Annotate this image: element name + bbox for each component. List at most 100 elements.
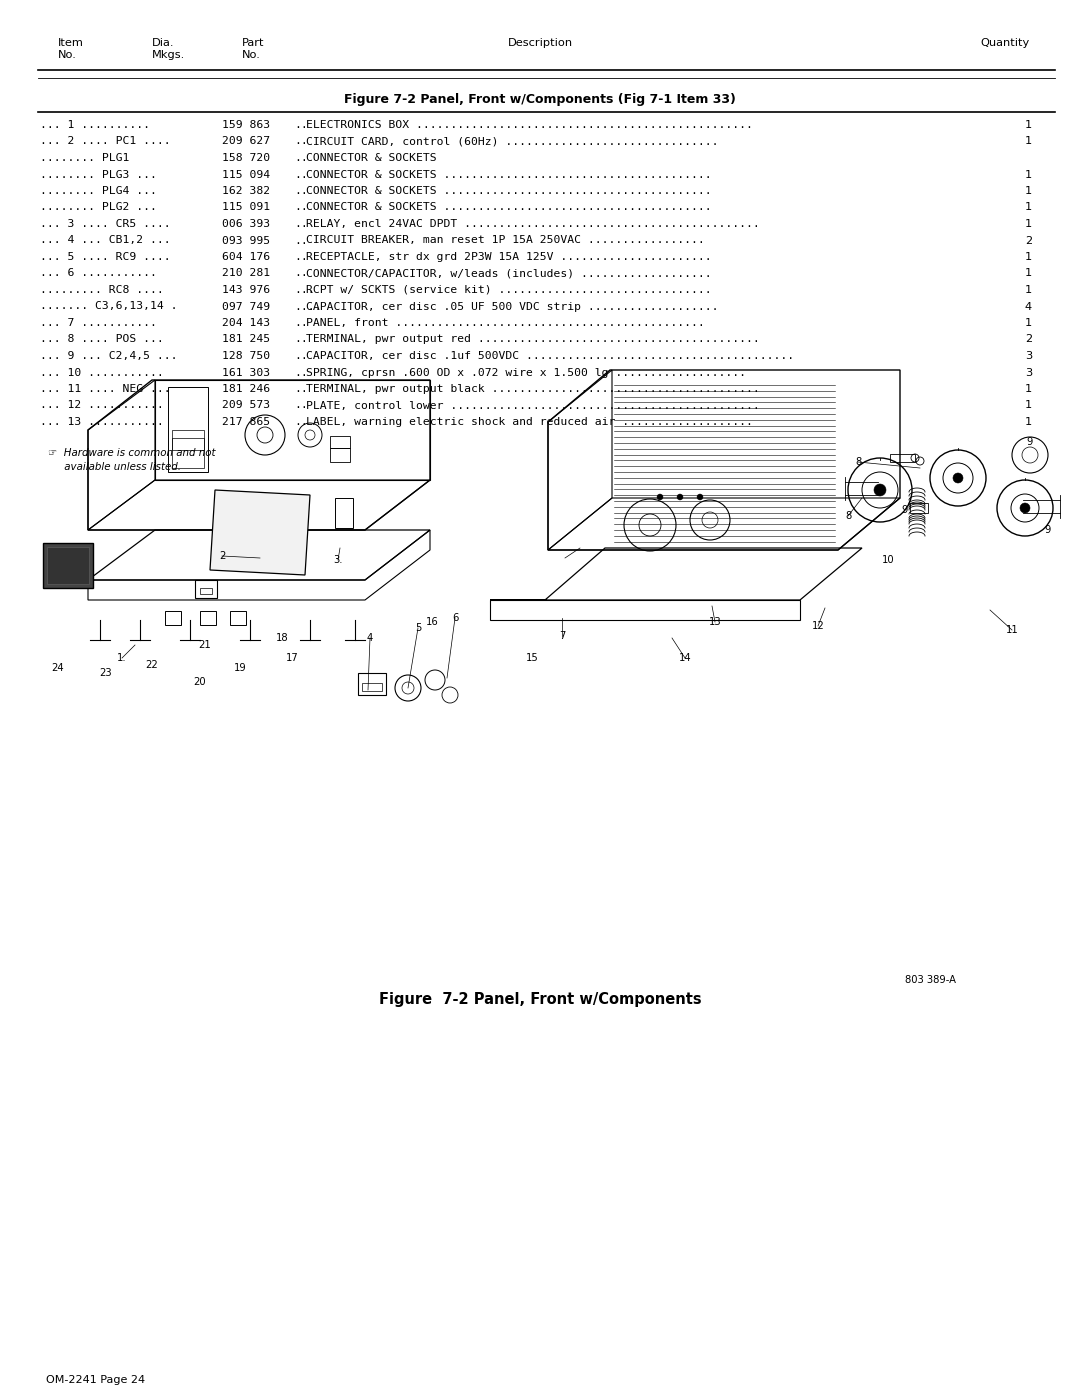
Text: ... 13 ...........: ... 13 ........... [40, 416, 164, 427]
Text: ... 8 .... POS ...: ... 8 .... POS ... [40, 334, 164, 345]
Text: ........ PLG3 ...: ........ PLG3 ... [40, 169, 157, 179]
Text: PANEL, front .............................................: PANEL, front ...........................… [306, 319, 705, 328]
Text: 10: 10 [881, 555, 894, 564]
Bar [172, 439, 204, 468]
Text: 006 393: 006 393 [222, 219, 270, 229]
Text: ... 7 ...........: ... 7 ........... [40, 319, 157, 328]
Text: 209 573: 209 573 [222, 401, 270, 411]
Text: 13: 13 [708, 617, 721, 627]
Text: ..: .. [294, 203, 308, 212]
Text: Item
No.: Item No. [58, 38, 84, 60]
Bar [43, 543, 93, 588]
Text: ..: .. [294, 236, 308, 246]
Text: 17: 17 [285, 652, 298, 664]
Text: ..: .. [294, 251, 308, 263]
Text: ........ PLG4 ...: ........ PLG4 ... [40, 186, 157, 196]
Text: 16: 16 [426, 617, 438, 627]
Text: RELAY, encl 24VAC DPDT ...........................................: RELAY, encl 24VAC DPDT .................… [306, 219, 759, 229]
Text: 12: 12 [812, 622, 824, 631]
Text: 3: 3 [1025, 367, 1032, 377]
Text: CIRCUIT BREAKER, man reset 1P 15A 250VAC .................: CIRCUIT BREAKER, man reset 1P 15A 250VAC… [306, 236, 705, 246]
Text: 1: 1 [1025, 203, 1032, 212]
Text: ..: .. [294, 268, 308, 278]
Text: 8: 8 [855, 457, 861, 467]
Text: ..: .. [294, 319, 308, 328]
Text: 2: 2 [1025, 236, 1032, 246]
Text: 209 627: 209 627 [222, 137, 270, 147]
Text: ........ PLG2 ...: ........ PLG2 ... [40, 203, 157, 212]
Text: ..: .. [294, 384, 308, 394]
Text: Figure 7-2 Panel, Front w/Components (Fig 7-1 Item 33): Figure 7-2 Panel, Front w/Components (Fi… [345, 94, 735, 106]
Text: 604 176: 604 176 [222, 251, 270, 263]
Text: ...: ... [294, 285, 314, 295]
Text: ..: .. [294, 351, 308, 360]
Text: 1: 1 [1025, 137, 1032, 147]
Text: TERMINAL, pwr output black .......................................: TERMINAL, pwr output black .............… [306, 384, 759, 394]
Text: ☞  Hardware is common and not
     available unless listed.: ☞ Hardware is common and not available u… [48, 448, 216, 472]
Text: 143 976: 143 976 [222, 285, 270, 295]
Bar [48, 548, 89, 584]
Text: ... 12 ...........: ... 12 ........... [40, 401, 164, 411]
Bar [357, 673, 386, 694]
Text: CONNECTOR/CAPACITOR, w/leads (includes) ...................: CONNECTOR/CAPACITOR, w/leads (includes) … [306, 268, 712, 278]
Text: Part
No.: Part No. [242, 38, 265, 60]
Text: ... 11 .... NEG ...: ... 11 .... NEG ... [40, 384, 171, 394]
Text: CONNECTOR & SOCKETS: CONNECTOR & SOCKETS [306, 154, 436, 163]
Text: 1: 1 [1025, 186, 1032, 196]
Polygon shape [210, 490, 310, 576]
Text: ..: .. [294, 186, 308, 196]
Text: 4: 4 [1025, 302, 1032, 312]
Text: ..: .. [294, 169, 308, 179]
Text: ........ PLG1: ........ PLG1 [40, 154, 130, 163]
Text: ... 5 .... RC9 ....: ... 5 .... RC9 .... [40, 251, 171, 263]
Text: ..: .. [294, 416, 308, 427]
Text: 1: 1 [1025, 251, 1032, 263]
Circle shape [953, 474, 963, 483]
Text: 2: 2 [1025, 334, 1032, 345]
Text: 6: 6 [451, 613, 458, 623]
Text: 7: 7 [558, 631, 565, 641]
Text: Figure  7-2 Panel, Front w/Components: Figure 7-2 Panel, Front w/Components [379, 992, 701, 1007]
Text: 210 281: 210 281 [222, 268, 270, 278]
Text: 181 245: 181 245 [222, 334, 270, 345]
Text: 115 091: 115 091 [222, 203, 270, 212]
Text: OM-2241 Page 24: OM-2241 Page 24 [46, 1375, 145, 1384]
Text: 204 143: 204 143 [222, 319, 270, 328]
Text: 097 749: 097 749 [222, 302, 270, 312]
Text: ..: .. [294, 334, 308, 345]
Text: 9: 9 [1027, 437, 1034, 447]
Text: 20: 20 [193, 678, 206, 687]
Text: ..: .. [294, 367, 308, 377]
Text: CONNECTOR & SOCKETS .......................................: CONNECTOR & SOCKETS ....................… [306, 169, 712, 179]
Text: RECEPTACLE, str dx grd 2P3W 15A 125V ......................: RECEPTACLE, str dx grd 2P3W 15A 125V ...… [306, 251, 712, 263]
Text: 21: 21 [199, 640, 212, 650]
Bar [330, 436, 350, 448]
Text: CAPACITOR, cer disc .1uf 500VDC .......................................: CAPACITOR, cer disc .1uf 500VDC ........… [306, 351, 794, 360]
Bar [172, 430, 204, 450]
Text: 15: 15 [526, 652, 538, 664]
Text: CONNECTOR & SOCKETS .......................................: CONNECTOR & SOCKETS ....................… [306, 203, 712, 212]
Text: 19: 19 [233, 664, 246, 673]
Text: ELECTRONICS BOX .................................................: ELECTRONICS BOX ........................… [306, 120, 753, 130]
Text: SPRING, cprsn .600 OD x .072 wire x 1.500 lg ...................: SPRING, cprsn .600 OD x .072 wire x 1.50… [306, 367, 746, 377]
Text: 1: 1 [1025, 120, 1032, 130]
Text: ... 6 ...........: ... 6 ........... [40, 268, 157, 278]
Text: LABEL, warning electric shock and reduced air ...................: LABEL, warning electric shock and reduce… [306, 416, 753, 427]
Bar [335, 497, 353, 528]
Text: 162 382: 162 382 [222, 186, 270, 196]
Text: ... 2 .... PC1 ....: ... 2 .... PC1 .... [40, 137, 171, 147]
Text: 9: 9 [1044, 525, 1051, 535]
Text: 115 094: 115 094 [222, 169, 270, 179]
Text: PLATE, control lower .............................................: PLATE, control lower ...................… [306, 401, 759, 411]
Text: CIRCUIT CARD, control (60Hz) ...............................: CIRCUIT CARD, control (60Hz) ...........… [306, 137, 718, 147]
Text: 1: 1 [1025, 384, 1032, 394]
Text: 11: 11 [1005, 624, 1018, 636]
Bar [200, 588, 212, 594]
Circle shape [657, 495, 663, 500]
Text: ... 3 .... CR5 ....: ... 3 .... CR5 .... [40, 219, 171, 229]
Text: 9: 9 [902, 504, 908, 515]
Text: Quantity: Quantity [981, 38, 1030, 47]
Text: 1: 1 [1025, 319, 1032, 328]
Text: 803 389-A: 803 389-A [905, 975, 956, 985]
Text: ....... C3,6,13,14 .: ....... C3,6,13,14 . [40, 302, 177, 312]
